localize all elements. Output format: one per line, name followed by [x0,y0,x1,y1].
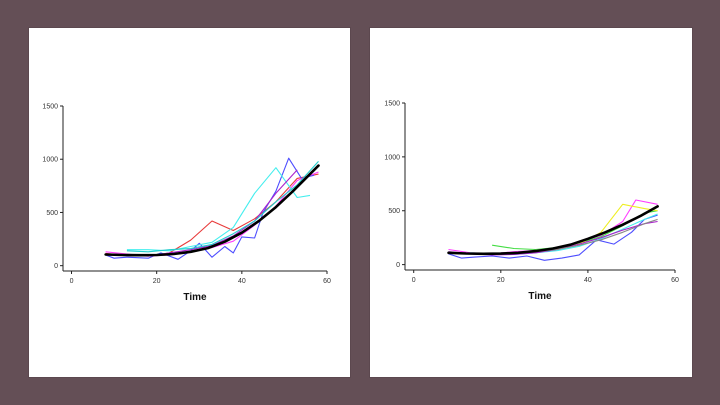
line-chart-left: 0 500 1000 1500 0 20 40 60 Time [42,104,331,304]
chart-panel-right: 0 500 1000 1500 0 20 40 60 Time [370,28,692,377]
y-tick-label: 0 [396,262,400,269]
x-tick-label: 0 [412,277,416,284]
y-tick-label: 1000 [384,154,400,161]
series-line-1 [448,214,658,261]
fit-curve [447,205,659,256]
y-tick-label: 500 [46,210,58,217]
y-tick-label: 1500 [42,104,58,111]
series-line-2 [448,199,658,255]
x-tick-label: 40 [238,278,246,285]
x-tick-label: 60 [323,278,331,285]
x-axis-title: Time [183,292,207,303]
y-tick-label: 0 [54,263,58,270]
x-tick-label: 40 [584,277,592,284]
series-line-4 [126,167,311,252]
line-chart-right: 0 500 1000 1500 0 20 40 60 Time [384,101,679,303]
x-tick-label: 0 [70,278,74,285]
x-tick-label: 60 [671,277,679,284]
series-line-6 [126,161,319,253]
x-tick-label: 20 [153,278,161,285]
series-line-7 [513,218,658,254]
y-tick-label: 1500 [384,101,400,108]
y-tick-label: 500 [388,208,400,215]
y-tick-label: 1000 [42,157,58,164]
series-line-2 [105,157,315,260]
chart-panel-left: 0 500 1000 1500 0 20 40 60 Time [29,28,350,377]
x-tick-label: 20 [497,277,505,284]
x-axis-title: Time [528,291,552,302]
series-line-4 [535,203,658,252]
fit-curve [104,164,320,257]
series-line-3 [105,171,319,257]
